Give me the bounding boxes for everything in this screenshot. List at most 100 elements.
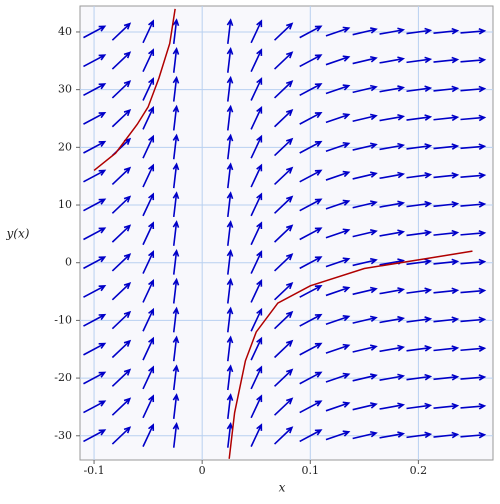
direction-arrow — [274, 22, 294, 41]
direction-arrow — [250, 77, 263, 101]
direction-arrow — [299, 342, 323, 356]
direction-arrow — [352, 402, 378, 411]
direction-arrow — [142, 105, 155, 130]
direction-arrow — [299, 285, 323, 298]
solution-curve — [93, 8, 176, 171]
direction-arrow — [352, 27, 378, 36]
direction-arrow — [352, 200, 378, 209]
direction-arrow — [172, 393, 180, 419]
direction-arrow — [406, 200, 433, 208]
direction-arrow — [250, 192, 263, 217]
direction-arrow — [325, 257, 351, 268]
direction-arrow — [433, 200, 460, 208]
direction-arrow — [274, 253, 294, 272]
x-tick-label: 0.1 — [302, 464, 320, 477]
direction-arrow — [226, 162, 234, 189]
direction-arrow — [406, 402, 433, 410]
direction-arrow — [111, 195, 132, 214]
y-tick-label: 20 — [58, 140, 72, 153]
direction-arrow — [274, 426, 294, 445]
direction-arrow — [433, 27, 460, 35]
direction-arrow — [379, 85, 406, 93]
direction-arrow — [325, 141, 351, 152]
direction-arrow — [460, 403, 487, 410]
direction-arrow — [433, 345, 460, 352]
direction-arrow — [299, 400, 323, 414]
y-axis-title: y(x) — [6, 227, 30, 241]
direction-arrow — [111, 339, 132, 359]
direction-arrow — [460, 143, 487, 151]
direction-arrow — [460, 114, 487, 122]
direction-arrow — [83, 140, 107, 154]
direction-arrow — [111, 397, 132, 416]
direction-arrow — [172, 162, 180, 189]
x-tick-label: -0.1 — [83, 464, 104, 477]
direction-arrow — [460, 431, 487, 439]
direction-arrow — [142, 77, 155, 101]
x-axis-title: x — [279, 481, 286, 495]
direction-arrow — [406, 287, 433, 294]
direction-arrow — [460, 258, 487, 266]
direction-arrow — [460, 287, 487, 295]
direction-arrow — [250, 105, 263, 130]
direction-arrow — [325, 228, 351, 239]
direction-arrow — [83, 371, 107, 385]
direction-arrow — [250, 163, 263, 188]
direction-arrow — [379, 402, 406, 410]
direction-arrow — [352, 257, 378, 267]
direction-arrow — [226, 104, 234, 131]
direction-arrow — [142, 134, 155, 159]
direction-arrow — [379, 344, 406, 353]
direction-arrow — [111, 224, 132, 243]
direction-arrow — [83, 256, 107, 270]
direction-arrow — [83, 400, 107, 414]
direction-arrow — [111, 22, 132, 41]
direction-arrow — [325, 170, 351, 181]
direction-arrow — [433, 85, 460, 93]
direction-arrow — [406, 229, 433, 237]
direction-arrow — [226, 18, 234, 44]
direction-arrow — [142, 48, 155, 73]
y-tick-label: 10 — [58, 198, 72, 211]
direction-arrow — [250, 134, 263, 159]
direction-arrow — [299, 198, 323, 212]
direction-arrow — [433, 172, 460, 179]
direction-arrow — [111, 166, 132, 186]
direction-arrow — [250, 279, 263, 303]
direction-arrow — [250, 48, 263, 73]
direction-arrow — [226, 220, 234, 246]
direction-arrow — [460, 85, 487, 93]
direction-arrow — [172, 248, 180, 275]
direction-arrow — [142, 423, 155, 447]
direction-arrow — [172, 220, 180, 246]
direction-arrow — [172, 75, 180, 102]
x-tick-label: 0.2 — [410, 464, 428, 477]
direction-arrow — [352, 229, 378, 238]
direction-arrow — [352, 142, 378, 151]
direction-arrow — [325, 372, 351, 383]
direction-arrow — [274, 108, 294, 128]
direction-arrow — [83, 54, 107, 68]
direction-arrow — [83, 169, 107, 183]
direction-arrow — [406, 373, 433, 381]
direction-arrow — [274, 166, 294, 186]
direction-arrow — [352, 315, 378, 324]
y-tick-label: -20 — [54, 371, 72, 384]
direction-arrow — [299, 371, 323, 385]
direction-arrow — [226, 277, 234, 304]
direction-arrow — [172, 364, 180, 391]
direction-arrow — [274, 80, 294, 99]
direction-arrow — [460, 28, 487, 35]
direction-arrow — [274, 51, 294, 70]
direction-arrow — [250, 221, 263, 246]
direction-arrow — [83, 25, 107, 39]
direction-arrow — [406, 56, 433, 64]
direction-arrow — [325, 315, 351, 326]
direction-arrow — [172, 104, 180, 131]
direction-arrow — [379, 200, 406, 208]
direction-arrow — [250, 307, 263, 332]
direction-arrow — [111, 108, 132, 128]
direction-arrow — [325, 55, 351, 66]
direction-arrow — [274, 368, 294, 387]
